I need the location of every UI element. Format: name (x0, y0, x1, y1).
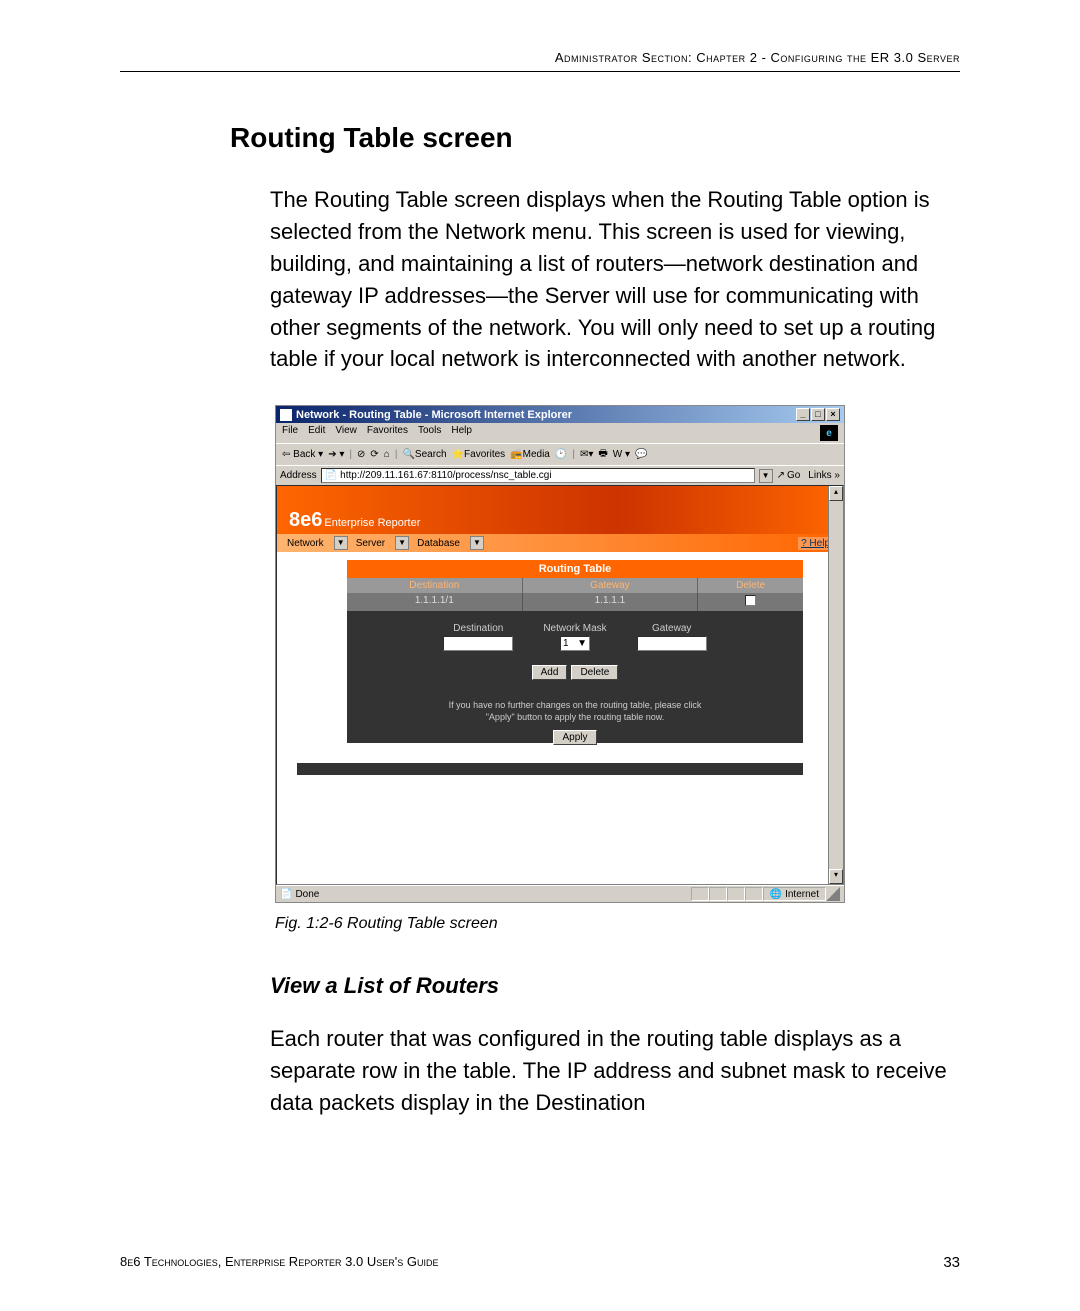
go-button[interactable]: ↗Go (777, 470, 801, 481)
resize-grip[interactable] (826, 887, 840, 901)
address-bar: Address 📄 http://209.11.161.67:8110/proc… (276, 465, 844, 485)
delete-checkbox[interactable] (745, 595, 756, 606)
search-button[interactable]: 🔍Search (402, 449, 446, 460)
media-button[interactable]: 📻Media (510, 449, 550, 460)
nav-server-label: Server (356, 538, 385, 549)
ie-logo-icon: e (820, 425, 838, 441)
nav-database-dropdown[interactable]: ▼ (470, 536, 484, 550)
page-icon: 📄 (325, 470, 337, 481)
status-cell (745, 887, 763, 901)
scroll-up-button[interactable]: ▴ (829, 486, 843, 501)
content-footer-strip (297, 763, 803, 775)
links-label[interactable]: Links » (808, 470, 840, 481)
intro-paragraph: The Routing Table screen displays when t… (270, 184, 960, 375)
brand-text: Enterprise Reporter (324, 517, 420, 529)
col-destination: Destination (347, 578, 523, 593)
close-button[interactable]: × (826, 408, 840, 421)
gateway-input[interactable] (637, 636, 707, 651)
menu-help[interactable]: Help (451, 425, 472, 441)
url-text: http://209.11.161.67:8110/process/nsc_ta… (340, 470, 551, 481)
scroll-down-button[interactable]: ▾ (829, 869, 843, 884)
toolbar: ⇦ Back ▾ ➔ ▾ | ⊘ ⟳ ⌂ | 🔍Search ⭐Favorite… (276, 443, 844, 465)
home-icon[interactable]: ⌂ (384, 449, 390, 460)
minimize-button[interactable]: _ (796, 408, 810, 421)
print-icon[interactable]: 🖶 (598, 446, 607, 463)
form-row: Destination Network Mask 1 ▼ Gateway (347, 623, 803, 651)
table-header: Destination Gateway Delete (347, 578, 803, 593)
col-delete: Delete (698, 578, 803, 593)
label-destination: Destination (453, 623, 503, 634)
page-status-icon: 📄 (280, 889, 292, 900)
col-gateway: Gateway (523, 578, 699, 593)
stop-icon[interactable]: ⊘ (357, 449, 365, 460)
vertical-scrollbar[interactable]: ▴ ▾ (828, 486, 843, 884)
footer-left: 8e6 Technologies, Enterprise Reporter 3.… (120, 1254, 438, 1271)
nav-database-label: Database (417, 538, 460, 549)
word-icon[interactable]: W ▾ (613, 449, 630, 460)
titlebar: Network - Routing Table - Microsoft Inte… (276, 406, 844, 423)
table-row: 1.1.1.1/1 1.1.1.1 (347, 593, 803, 611)
delete-button[interactable]: Delete (571, 665, 618, 680)
nav-network-label: Network (287, 538, 324, 549)
forward-button[interactable]: ➔ ▾ (328, 449, 344, 460)
menu-tools[interactable]: Tools (418, 425, 441, 441)
apply-button[interactable]: Apply (553, 730, 596, 745)
nav-server-dropdown[interactable]: ▼ (395, 536, 409, 550)
screenshot-window: Network - Routing Table - Microsoft Inte… (275, 405, 845, 903)
history-icon[interactable]: 🕑 (555, 449, 567, 460)
menubar: File Edit View Favorites Tools Help e (276, 423, 844, 443)
menu-favorites[interactable]: Favorites (367, 425, 408, 441)
address-label: Address (280, 470, 317, 481)
status-cell (691, 887, 709, 901)
window-title: Network - Routing Table - Microsoft Inte… (296, 409, 572, 421)
favorites-button[interactable]: ⭐Favorites (452, 449, 506, 460)
status-bar: 📄 Done 🌐 Internet (276, 885, 844, 902)
security-zone: 🌐 Internet (763, 887, 826, 901)
maximize-button[interactable]: □ (811, 408, 825, 421)
subsection-title: View a List of Routers (270, 973, 960, 999)
status-text: Done (295, 889, 319, 900)
label-gateway: Gateway (652, 623, 691, 634)
status-cell (727, 887, 745, 901)
back-button[interactable]: ⇦ Back ▾ (282, 449, 323, 460)
address-dropdown-button[interactable]: ▼ (759, 469, 773, 483)
section-title: Routing Table screen (230, 122, 960, 154)
menu-file[interactable]: File (282, 425, 298, 441)
cell-destination: 1.1.1.1/1 (347, 593, 523, 611)
menu-edit[interactable]: Edit (308, 425, 325, 441)
apply-message: If you have no further changes on the ro… (347, 700, 803, 723)
add-button[interactable]: Add (532, 665, 568, 680)
browser-content: 8e6 Enterprise Reporter Network ▼ Server… (276, 485, 844, 885)
routing-panel: Routing Table Destination Gateway Delete… (347, 560, 803, 742)
label-network-mask: Network Mask (543, 623, 606, 634)
mail-icon[interactable]: ✉▾ (580, 449, 593, 460)
figure-caption: Fig. 1:2-6 Routing Table screen (275, 915, 960, 933)
menu-view[interactable]: View (335, 425, 357, 441)
brand-banner: 8e6 Enterprise Reporter (277, 486, 843, 534)
body-paragraph-2: Each router that was configured in the r… (270, 1023, 960, 1119)
nav-row: Network ▼ Server ▼ Database ▼ ? Help (277, 534, 843, 552)
brand-8e6: 8e6 (289, 509, 322, 532)
address-input[interactable]: 📄 http://209.11.161.67:8110/process/nsc_… (321, 468, 755, 483)
refresh-icon[interactable]: ⟳ (370, 449, 378, 460)
ie-page-icon (280, 409, 292, 421)
destination-input[interactable] (443, 636, 513, 651)
panel-title: Routing Table (347, 560, 803, 578)
page-number: 33 (943, 1254, 960, 1271)
network-mask-select[interactable]: 1 ▼ (560, 636, 590, 651)
internet-icon: 🌐 (770, 889, 782, 900)
page-header: Administrator Section: Chapter 2 - Confi… (120, 50, 960, 72)
status-cell (709, 887, 727, 901)
nav-network-dropdown[interactable]: ▼ (334, 536, 348, 550)
discuss-icon[interactable]: 💬 (635, 449, 647, 460)
cell-gateway: 1.1.1.1 (523, 593, 699, 611)
